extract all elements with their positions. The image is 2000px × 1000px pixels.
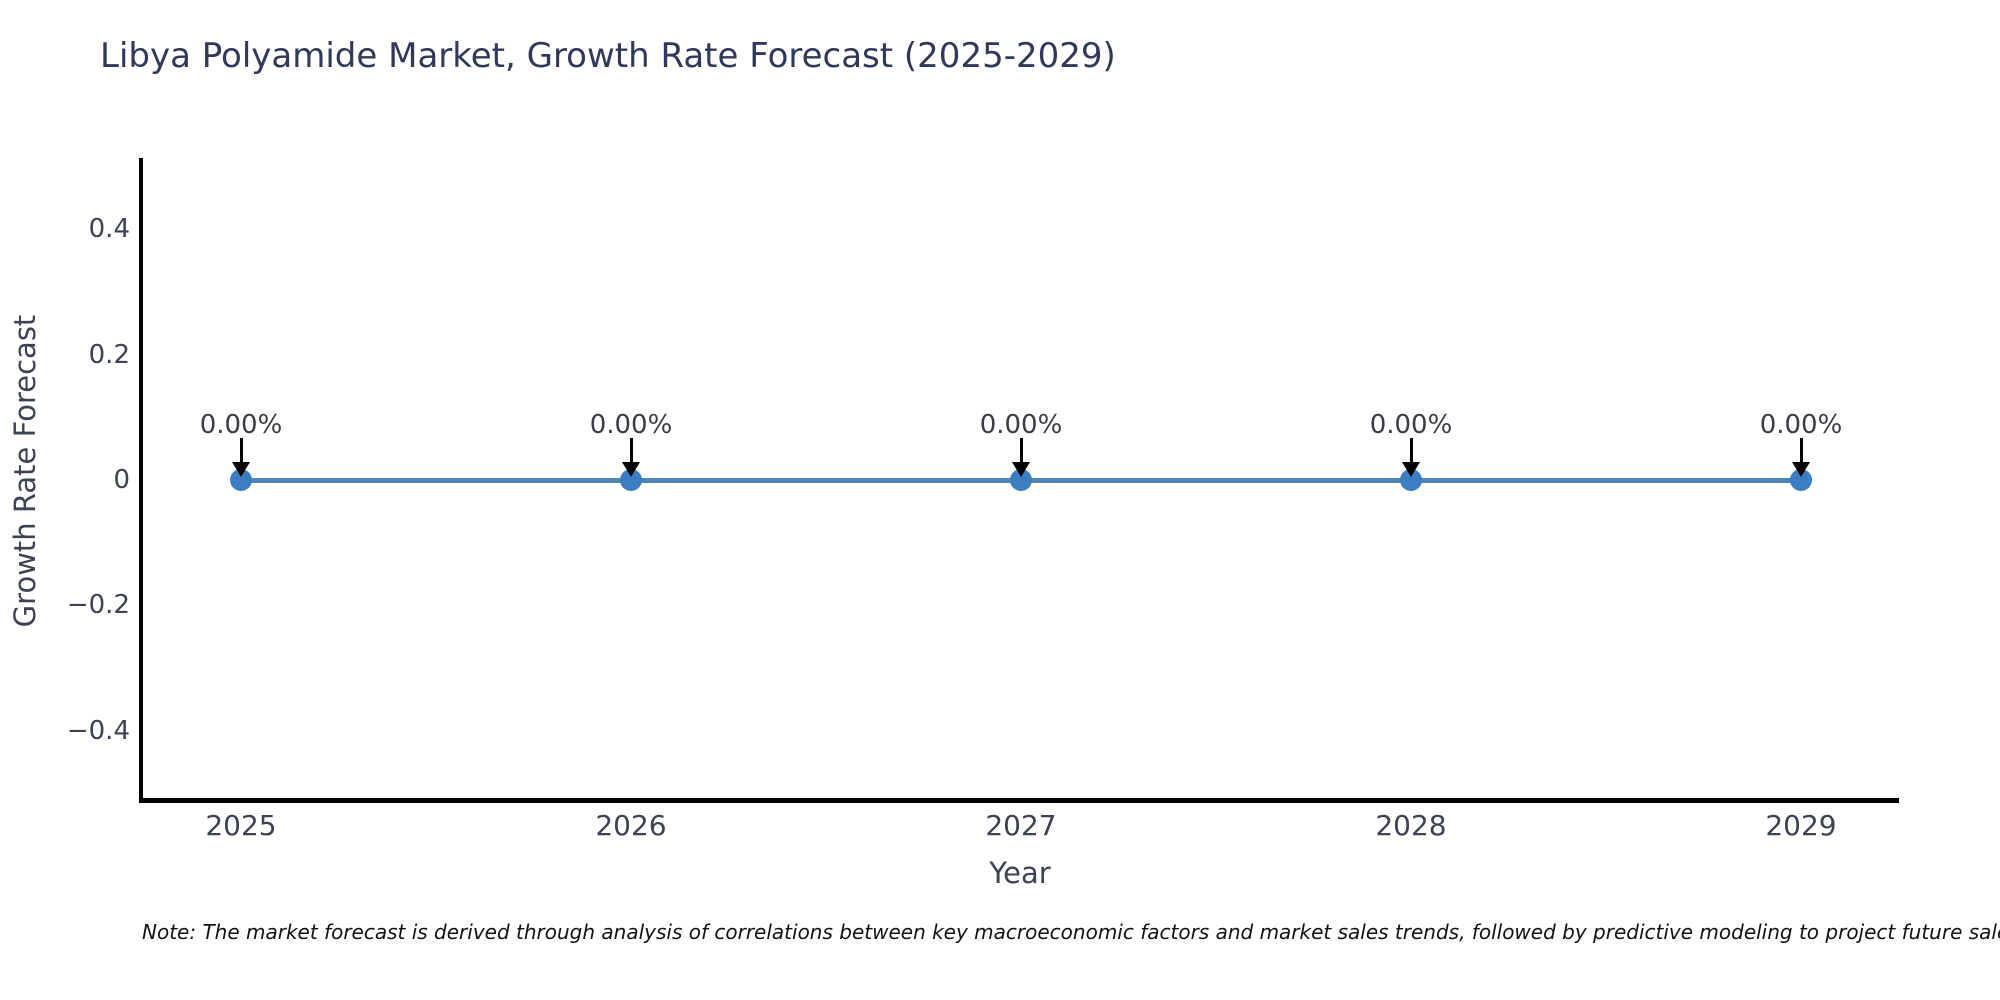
- y-tick-label: −0.4: [66, 715, 130, 746]
- y-tick-label: 0.2: [88, 339, 130, 370]
- series-line-segment: [631, 477, 1021, 483]
- x-tick-label: 2026: [595, 809, 667, 842]
- y-tick-label: −0.2: [66, 590, 130, 621]
- x-axis-title: Year: [989, 856, 1051, 890]
- x-tick-label: 2028: [1375, 809, 1447, 842]
- series-line-segment: [241, 477, 631, 483]
- annotation-arrow-shaft: [629, 438, 633, 465]
- annotation-arrow-shaft: [1019, 438, 1023, 465]
- point-annotation-label: 0.00%: [1369, 410, 1453, 440]
- annotation-arrow-shaft: [239, 438, 243, 465]
- series-line-segment: [1021, 477, 1411, 483]
- y-tick-label: 0: [113, 465, 130, 495]
- y-axis-line: [139, 158, 143, 803]
- annotation-arrowhead-icon: [622, 462, 640, 477]
- point-annotation-label: 0.00%: [979, 410, 1063, 440]
- x-tick-label: 2025: [205, 809, 277, 842]
- x-tick-label: 2029: [1765, 809, 1837, 842]
- x-axis-line: [139, 798, 1899, 803]
- annotation-arrowhead-icon: [1012, 462, 1030, 477]
- annotation-arrowhead-icon: [232, 462, 250, 477]
- annotation-arrowhead-icon: [1402, 462, 1420, 477]
- footnote: Note: The market forecast is derived thr…: [142, 920, 2000, 944]
- point-annotation-label: 0.00%: [589, 410, 673, 440]
- series-line-segment: [1411, 477, 1801, 483]
- point-annotation-label: 0.00%: [199, 410, 283, 440]
- annotation-arrow-shaft: [1799, 438, 1803, 465]
- chart-title: Libya Polyamide Market, Growth Rate Fore…: [100, 36, 1116, 76]
- point-annotation-label: 0.00%: [1759, 410, 1843, 440]
- annotation-arrow-shaft: [1409, 438, 1413, 465]
- x-tick-label: 2027: [985, 809, 1057, 842]
- annotation-arrowhead-icon: [1792, 462, 1810, 477]
- y-tick-label: 0.4: [88, 214, 130, 245]
